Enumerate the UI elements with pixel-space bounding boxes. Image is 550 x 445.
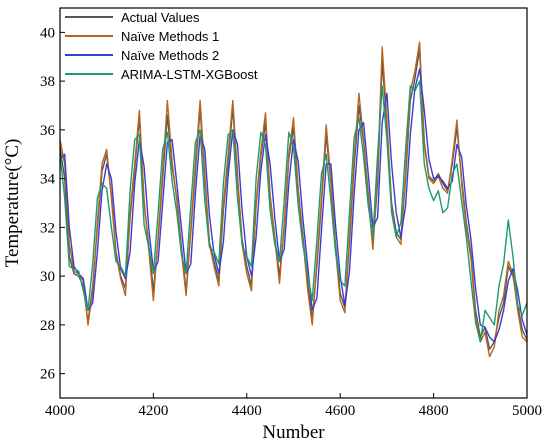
x-tick-label: 4000	[45, 403, 75, 419]
x-tick-label: 4800	[419, 403, 449, 419]
series-line-3	[59, 68, 528, 343]
legend-label: Naïve Methods 2	[121, 48, 219, 63]
legend: Actual Values Naïve Methods 1 Naïve Method…	[65, 10, 258, 82]
y-tick-label: 28	[40, 318, 55, 334]
y-tick-label: 38	[40, 74, 55, 90]
x-axis-title: Number	[262, 422, 325, 443]
y-tick-label: 40	[40, 25, 55, 41]
y-tick-label: 30	[40, 269, 55, 285]
x-tick-label: 5000	[512, 403, 542, 419]
plot-area-frame	[59, 7, 528, 399]
x-tick-label: 4600	[325, 403, 355, 419]
y-tick-label: 32	[40, 220, 55, 236]
x-axis: 4000 4200 4400 4600 4800 5000	[45, 393, 542, 419]
series-layer	[59, 41, 528, 358]
x-tick-label: 4200	[138, 403, 168, 419]
y-tick-label: 26	[40, 367, 56, 383]
series-line-4	[59, 80, 528, 343]
legend-label: Naïve Methods 1	[121, 29, 219, 44]
y-tick-label: 34	[40, 172, 56, 188]
legend-label: ARIMA-LSTM-XGBoost	[121, 67, 258, 82]
y-axis-title: Temperature(°C)	[2, 139, 23, 268]
y-tick-label: 36	[40, 123, 56, 139]
x-tick-label: 4400	[232, 403, 262, 419]
legend-label: Actual Values	[121, 10, 200, 25]
y-axis: 26 28 30 32 34 36 38 40	[40, 25, 65, 383]
series-line-2	[59, 41, 528, 358]
